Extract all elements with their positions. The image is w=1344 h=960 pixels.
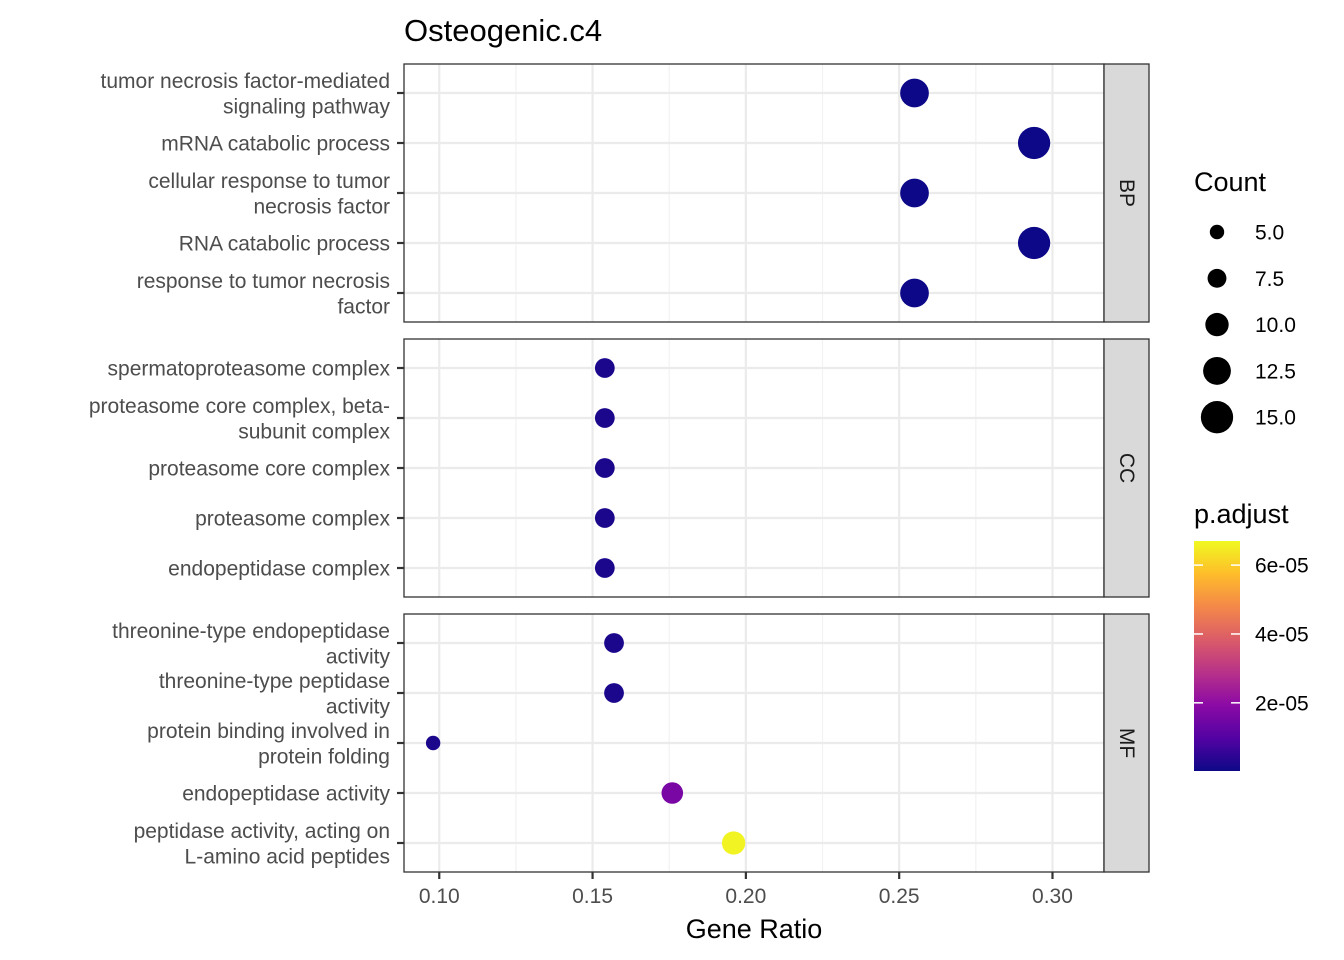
facet-panel-cc: spermatoproteasome complex proteasome cor… <box>89 338 1150 598</box>
y-tick-label: cellular response to tumor necrosis facto… <box>148 170 390 219</box>
y-tick-label-line: endopeptidase activity <box>182 783 390 806</box>
size-legend-title: Count <box>1194 167 1267 197</box>
y-tick-label-line: protein binding involved in <box>147 720 390 743</box>
facet-strip-label: CC <box>1115 453 1138 483</box>
y-tick-label: mRNA catabolic process <box>161 133 390 156</box>
data-point <box>594 358 615 378</box>
y-tick-label-line: subunit complex <box>238 420 390 443</box>
x-tick-label: 0.15 <box>572 885 613 908</box>
data-point <box>594 458 615 478</box>
data-point <box>604 683 624 703</box>
size-legend-dot <box>1200 401 1234 434</box>
y-tick-label: tumor necrosis factor-mediated signaling … <box>101 70 391 119</box>
y-tick-label: proteasome complex <box>195 508 390 531</box>
y-tick-label-line: signaling pathway <box>223 95 390 118</box>
count-size-legend: Count 5.0 7.5 10.0 12.5 15.0 <box>1194 167 1296 434</box>
data-point <box>661 782 684 804</box>
y-tick-label-line: activity <box>326 695 391 718</box>
y-tick-label-line: cellular response to tumor <box>148 170 390 193</box>
data-point <box>594 558 615 578</box>
color-legend-label: 6e-05 <box>1255 555 1309 578</box>
data-point <box>721 831 746 855</box>
data-point <box>594 508 615 528</box>
size-legend-label: 10.0 <box>1255 314 1296 337</box>
y-tick-label-line: spermatoproteasome complex <box>108 358 391 381</box>
size-legend-label: 15.0 <box>1255 407 1296 430</box>
facet-strip-label: BP <box>1115 179 1138 207</box>
color-legend-label: 2e-05 <box>1255 692 1309 715</box>
facet-strip <box>1103 613 1150 873</box>
x-tick-label: 0.10 <box>419 885 460 908</box>
size-legend-dot <box>1207 268 1227 288</box>
y-tick-label-line: peptidase activity, acting on <box>134 820 390 843</box>
y-tick-label-line: factor <box>337 295 390 318</box>
y-tick-label: proteasome core complex, beta-subunit co… <box>89 395 391 444</box>
data-point <box>594 408 615 428</box>
data-point <box>900 78 929 108</box>
color-legend-title: p.adjust <box>1194 499 1289 529</box>
y-tick-label-line: endopeptidase complex <box>168 558 390 581</box>
y-tick-label: spermatoproteasome complex <box>108 358 391 381</box>
y-tick-label-line: RNA catabolic process <box>179 233 390 256</box>
data-point <box>604 633 624 653</box>
y-tick-label-line: necrosis factor <box>253 195 390 218</box>
color-legend-label: 4e-05 <box>1255 623 1309 646</box>
y-tick-label-line: response to tumor necrosis <box>137 270 390 293</box>
y-tick-label: endopeptidase activity <box>182 783 390 806</box>
y-tick-label: peptidase activity, acting on L-amino aci… <box>134 820 390 869</box>
data-point <box>425 735 441 751</box>
size-legend-dot <box>1205 312 1229 337</box>
y-tick-label-line: mRNA catabolic process <box>161 133 390 156</box>
facet-strip <box>1103 338 1150 598</box>
facet-panel-mf: threonine-type endopeptidase activitythre… <box>112 613 1150 873</box>
facet-panels: tumor necrosis factor-mediated signaling … <box>89 63 1150 873</box>
y-tick-label: RNA catabolic process <box>179 233 390 256</box>
x-tick-label: 0.20 <box>725 885 766 908</box>
size-legend-label: 12.5 <box>1255 360 1296 383</box>
y-tick-label: threonine-type endopeptidase activity <box>112 620 390 669</box>
y-tick-label: endopeptidase complex <box>168 558 390 581</box>
x-axis-label: Gene Ratio <box>686 914 823 944</box>
data-point <box>900 178 929 208</box>
y-tick-label-line: activity <box>326 645 391 668</box>
color-legend-bar <box>1194 541 1240 771</box>
size-legend-dot <box>1203 356 1231 385</box>
x-tick-label: 0.30 <box>1032 885 1073 908</box>
y-tick-label-line: proteasome core complex <box>148 458 390 481</box>
y-tick-label: protein binding involved in protein foldi… <box>147 720 390 769</box>
data-point <box>1017 126 1051 160</box>
y-tick-label-line: proteasome core complex, beta- <box>89 395 390 418</box>
y-tick-label: proteasome core complex <box>148 458 390 481</box>
padjust-color-legend: p.adjust 2e-05 4e-05 6e-05 <box>1194 499 1309 771</box>
size-legend-label: 7.5 <box>1255 268 1284 291</box>
size-legend-dot <box>1209 224 1225 240</box>
y-tick-label-line: threonine-type peptidase <box>159 670 390 693</box>
y-tick-label-line: tumor necrosis factor-mediated <box>101 70 390 93</box>
x-axis: 0.10 0.15 0.20 0.25 0.30 <box>419 872 1073 908</box>
x-tick-label: 0.25 <box>879 885 920 908</box>
chart-title: Osteogenic.c4 <box>404 13 602 48</box>
y-tick-label-line: protein folding <box>258 745 390 768</box>
facet-strip-label: MF <box>1115 728 1138 758</box>
facet-panel-bp: tumor necrosis factor-mediated signaling … <box>101 63 1150 323</box>
y-tick-label-line: threonine-type endopeptidase <box>112 620 390 643</box>
y-tick-label: threonine-type peptidase activity <box>159 670 391 719</box>
data-point <box>900 278 929 308</box>
y-tick-label: response to tumor necrosis factor <box>137 270 390 319</box>
y-tick-label-line: L-amino acid peptides <box>185 845 390 868</box>
facet-strip <box>1103 63 1150 323</box>
y-tick-label-line: proteasome complex <box>195 508 390 531</box>
size-legend-label: 5.0 <box>1255 222 1284 245</box>
data-point <box>1017 226 1051 260</box>
